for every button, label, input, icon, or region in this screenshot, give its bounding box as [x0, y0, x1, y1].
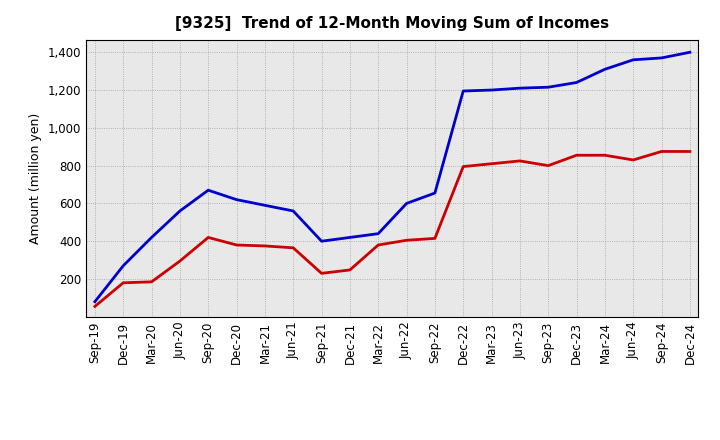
- Net Income: [148, 279, 156, 285]
- Ordinary Income: [544, 84, 552, 90]
- Ordinary Income: [600, 66, 609, 72]
- Ordinary Income: [402, 201, 411, 206]
- Ordinary Income: [318, 238, 326, 244]
- Ordinary Income: [119, 263, 127, 268]
- Ordinary Income: [629, 57, 637, 62]
- Net Income: [629, 158, 637, 163]
- Net Income: [261, 243, 269, 249]
- Ordinary Income: [459, 88, 467, 94]
- Net Income: [119, 280, 127, 286]
- Net Income: [91, 304, 99, 309]
- Net Income: [289, 245, 297, 250]
- Net Income: [204, 235, 212, 240]
- Net Income: [176, 258, 184, 264]
- Ordinary Income: [91, 299, 99, 304]
- Net Income: [374, 242, 382, 248]
- Net Income: [657, 149, 666, 154]
- Net Income: [233, 242, 241, 248]
- Ordinary Income: [487, 88, 496, 93]
- Net Income: [431, 236, 439, 241]
- Ordinary Income: [657, 55, 666, 61]
- Net Income: [346, 267, 354, 272]
- Ordinary Income: [204, 187, 212, 193]
- Ordinary Income: [346, 235, 354, 240]
- Net Income: [572, 153, 581, 158]
- Ordinary Income: [516, 85, 524, 91]
- Net Income: [459, 164, 467, 169]
- Ordinary Income: [572, 80, 581, 85]
- Ordinary Income: [289, 209, 297, 214]
- Title: [9325]  Trend of 12-Month Moving Sum of Incomes: [9325] Trend of 12-Month Moving Sum of I…: [176, 16, 609, 32]
- Net Income: [600, 153, 609, 158]
- Ordinary Income: [261, 203, 269, 208]
- Ordinary Income: [374, 231, 382, 236]
- Ordinary Income: [176, 209, 184, 214]
- Net Income: [487, 161, 496, 166]
- Net Income: [402, 238, 411, 243]
- Ordinary Income: [431, 191, 439, 196]
- Ordinary Income: [685, 50, 694, 55]
- Net Income: [544, 163, 552, 168]
- Ordinary Income: [148, 235, 156, 240]
- Net Income: [318, 271, 326, 276]
- Net Income: [516, 158, 524, 164]
- Y-axis label: Amount (million yen): Amount (million yen): [30, 113, 42, 244]
- Ordinary Income: [233, 197, 241, 202]
- Line: Ordinary Income: Ordinary Income: [95, 52, 690, 302]
- Line: Net Income: Net Income: [95, 151, 690, 306]
- Net Income: [685, 149, 694, 154]
